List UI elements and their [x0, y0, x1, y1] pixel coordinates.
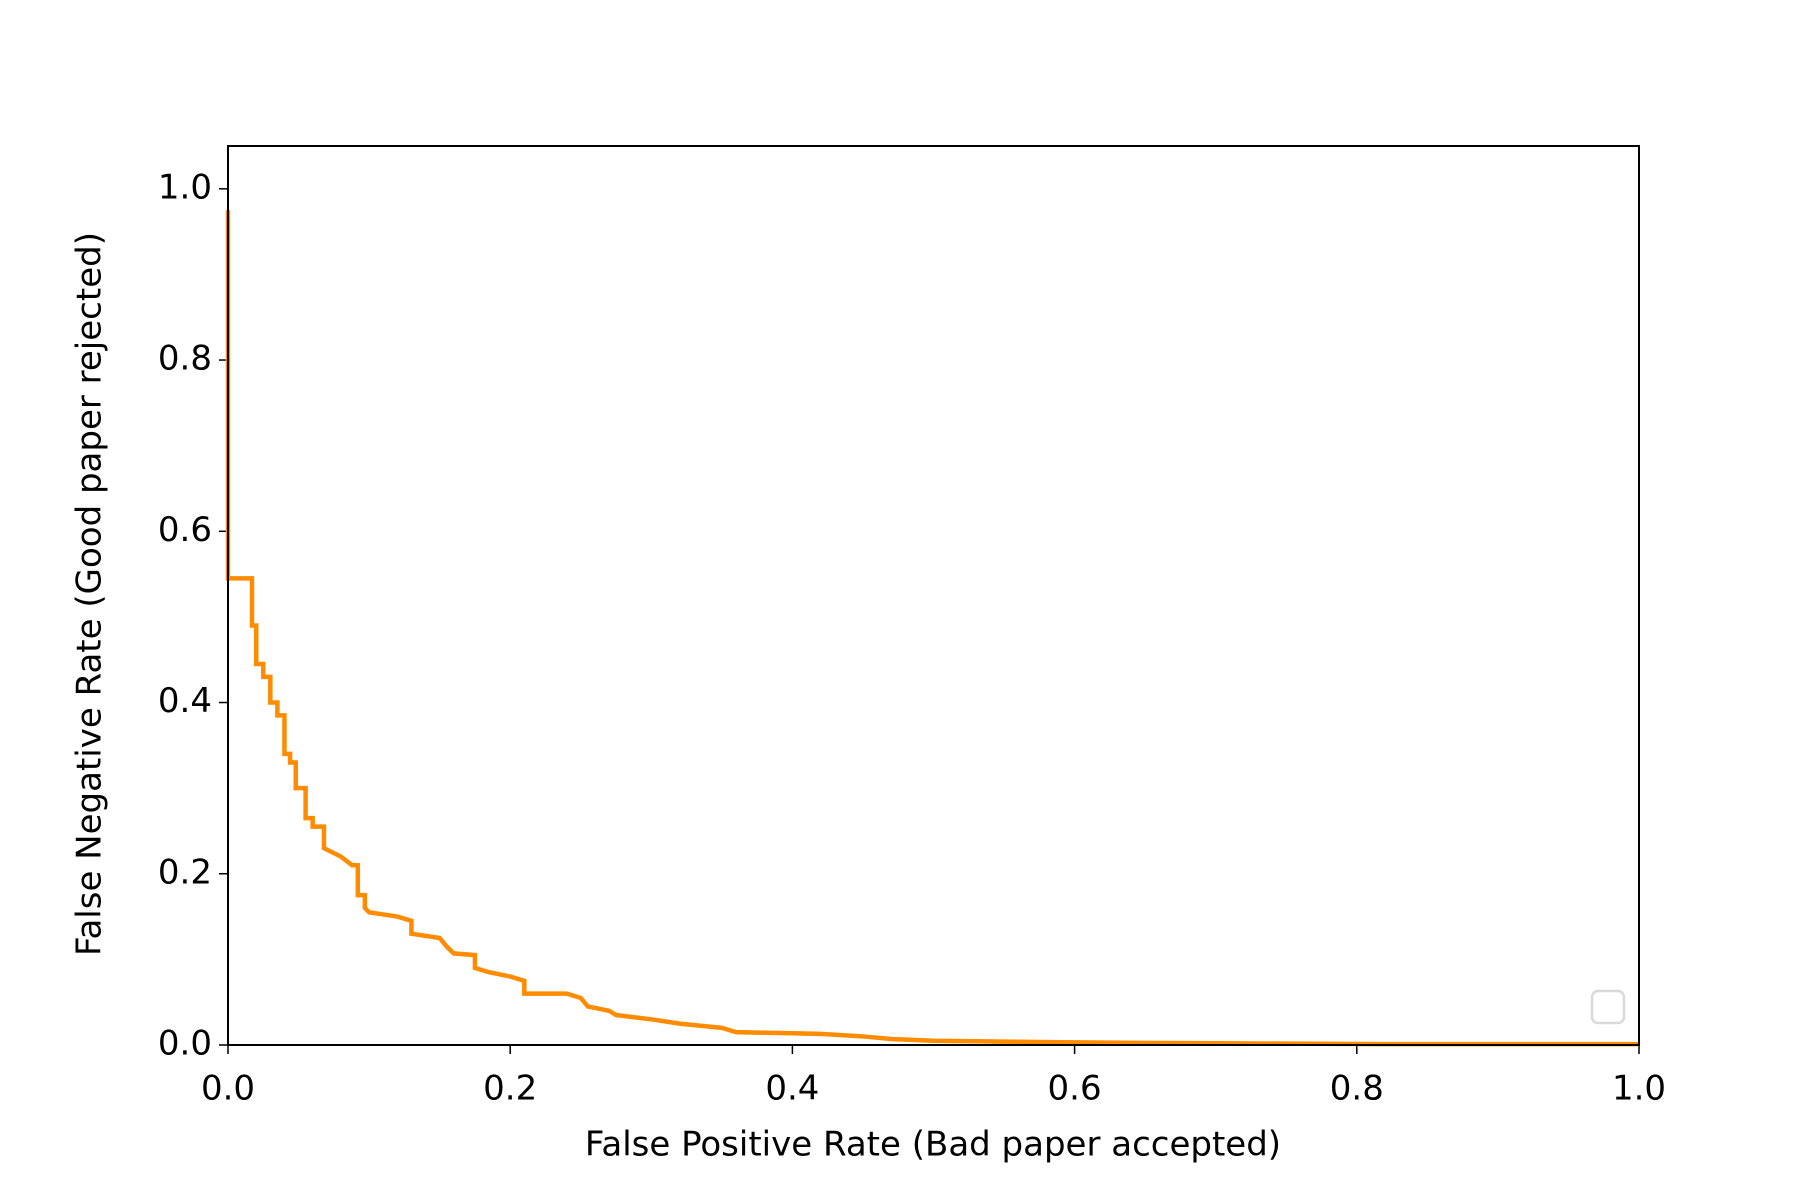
- x-axis-label: False Positive Rate (Bad paper accepted): [585, 1125, 1281, 1165]
- y-tick-label: 0.0: [158, 1024, 212, 1064]
- x-tick-label: 0.6: [1048, 1069, 1102, 1109]
- y-tick-label: 0.4: [158, 681, 212, 721]
- x-tick-label: 0.2: [483, 1069, 537, 1109]
- y-tick-label: 0.8: [158, 339, 212, 379]
- plot-frame: [227, 145, 1640, 1046]
- legend-box: [1590, 989, 1626, 1025]
- line-series: [225, 210, 1639, 1047]
- y-tick-label: 1.0: [158, 167, 212, 207]
- x-tick-label: 0.0: [201, 1069, 255, 1109]
- y-axis-label: False Negative Rate (Good paper rejected…: [70, 232, 110, 956]
- x-tick-label: 0.8: [1330, 1069, 1384, 1109]
- x-tick-label: 0.4: [765, 1069, 819, 1109]
- y-tick-label: 0.2: [158, 852, 212, 892]
- x-tick-label: 1.0: [1612, 1069, 1666, 1109]
- y-tick-label: 0.6: [158, 510, 212, 550]
